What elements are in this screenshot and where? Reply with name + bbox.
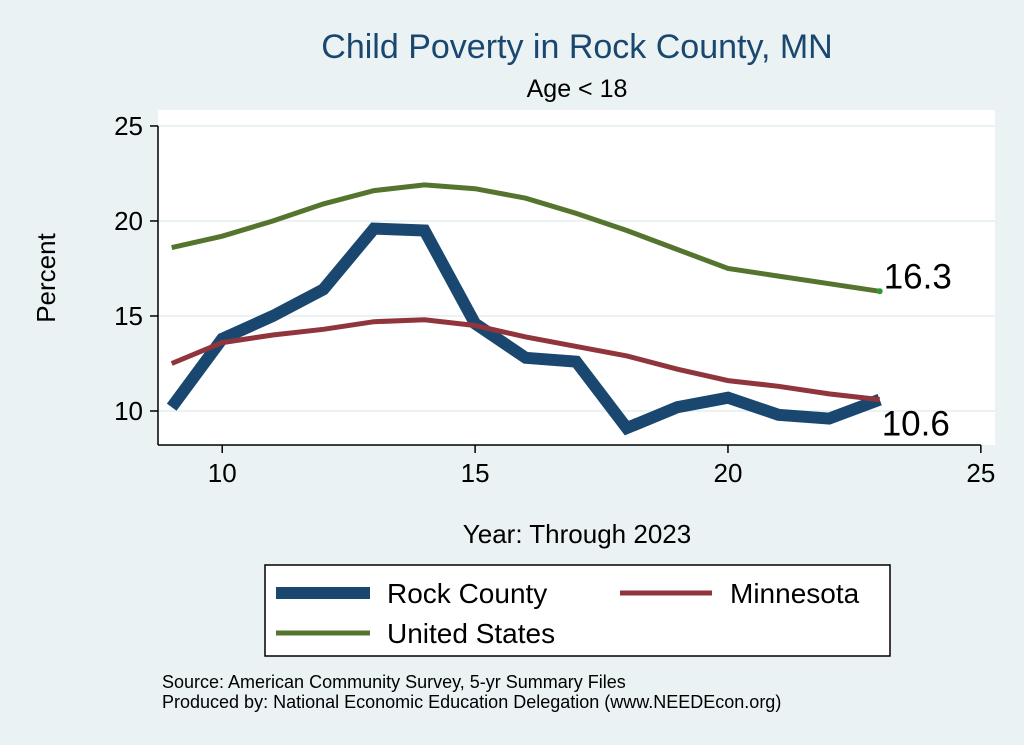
series-line-united-states: [171, 182, 881, 294]
series-line-rock-county: [166, 222, 882, 436]
y-tick-label-25: 25: [114, 111, 143, 141]
end-marker-united-states: [876, 288, 883, 295]
legend: Rock County Minnesota United States: [264, 564, 891, 657]
chart-subtitle: Age < 18: [527, 75, 628, 103]
legend-box: [264, 564, 891, 657]
axes: 10 15 20 25 10 15 20 25: [114, 111, 995, 488]
legend-label-united-states: United States: [387, 618, 555, 649]
data-label-minnesota-23: 10.6: [882, 405, 950, 444]
chart-title: Child Poverty in Rock County, MN: [321, 28, 832, 66]
data-labels: 16.3 10.6: [876, 257, 952, 444]
source-note: Source: American Community Survey, 5-yr …: [162, 672, 626, 692]
x-axis-title: Year: Through 2023: [463, 519, 691, 549]
legend-label-rock-county: Rock County: [387, 578, 547, 609]
plot-area: [158, 110, 995, 445]
y-tick-label-10: 10: [114, 396, 143, 426]
x-tick-label-15: 15: [461, 458, 490, 488]
y-tick-label-15: 15: [114, 301, 143, 331]
series-lines: [166, 182, 882, 436]
x-tick-label-20: 20: [714, 458, 743, 488]
series-line-minnesota: [170, 317, 880, 403]
legend-label-minnesota: Minnesota: [730, 578, 860, 609]
produced-by-note: Produced by: National Economic Education…: [162, 692, 781, 712]
x-tick-label-25: 25: [966, 458, 995, 488]
x-tick-label-10: 10: [208, 458, 237, 488]
data-label-united-states-23: 16.3: [884, 257, 952, 296]
y-tick-label-20: 20: [114, 206, 143, 236]
y-axis-title: Percent: [31, 232, 61, 322]
